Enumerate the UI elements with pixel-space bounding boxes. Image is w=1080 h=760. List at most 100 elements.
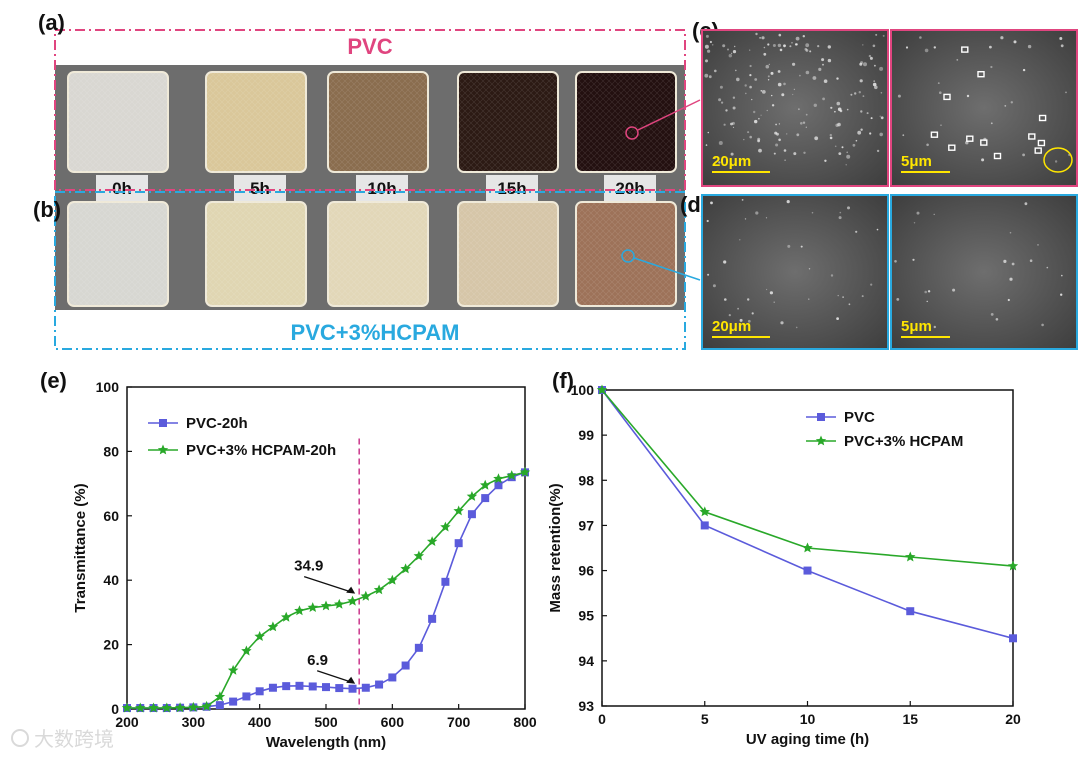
- data-point: [506, 470, 517, 480]
- pvc-sem-marker: [625, 126, 639, 140]
- x-tick-label: 400: [248, 714, 272, 730]
- data-point: [174, 702, 186, 713]
- x-tick-label: 800: [513, 714, 537, 730]
- hour-label: 5h: [250, 179, 270, 198]
- hour-label-bg: [604, 175, 656, 201]
- mass-retention-chart: (f) 0 5 10 15 20 93 94 95 96 97 98 99 100 UV aging ti…: [547, 368, 1021, 748]
- data-point: [375, 680, 384, 689]
- data-point: [322, 683, 330, 692]
- data-point: [905, 551, 916, 562]
- data-point: [241, 645, 252, 656]
- y-tick-label: 80: [103, 443, 119, 459]
- data-point: [803, 566, 812, 575]
- data-point: [308, 682, 317, 691]
- y-tick-label: 20: [103, 637, 119, 653]
- data-point: [201, 700, 212, 711]
- hcpam-sample-3: [457, 201, 559, 307]
- hcpam-frame: [54, 191, 686, 350]
- pvc-sample-row: [67, 71, 677, 173]
- sem-image-c2: 5μm: [890, 29, 1078, 187]
- y-tick-label: 100: [96, 379, 120, 395]
- hour-label: 10h: [367, 179, 396, 198]
- annotation-arrowhead: [346, 676, 356, 684]
- y-tick-label: 95: [578, 608, 594, 624]
- y-tick-label: 100: [571, 382, 595, 398]
- annotation-label: 34.9: [294, 558, 323, 575]
- series-1: [121, 466, 531, 713]
- pvc-sem-callout-line: [637, 99, 701, 131]
- transmittance-chart: (e) 200 300 400 500 600 700 800 0 20 40 60 80 100 Wav…: [40, 368, 537, 751]
- pvc-sample-0: [67, 71, 169, 173]
- annotation-arrow: [303, 576, 354, 594]
- sem-particles-d1: [706, 199, 879, 329]
- photo-panel: 0h 5h 10h 15h 20h PVC PVC+3%HCPAM (a) (b): [33, 10, 701, 350]
- data-point: [214, 691, 226, 702]
- legend-label: PVC+3% HCPAM-20h: [186, 442, 336, 459]
- legend-marker: [817, 413, 825, 421]
- x-tick-label: 600: [381, 714, 405, 730]
- legend-label: PVC: [844, 409, 875, 426]
- series-line: [127, 471, 526, 709]
- watermark-logo-icon: [11, 729, 29, 747]
- data-point: [454, 539, 463, 548]
- data-point: [307, 602, 318, 612]
- data-point: [802, 542, 813, 553]
- pvc-title-bg: [340, 33, 400, 59]
- data-point: [413, 550, 425, 561]
- hcpam-sample-4: [575, 201, 677, 307]
- series-0: [598, 386, 1017, 643]
- x-tick-label: 5: [701, 711, 709, 727]
- panel-label-f: (f): [552, 368, 574, 393]
- legend-marker: [815, 435, 827, 446]
- pvc-frame: [54, 29, 686, 191]
- hour-label-bg: [356, 175, 408, 201]
- hour-label-bg: [96, 175, 148, 201]
- y-axis-title: Mass retention(%): [547, 483, 564, 612]
- data-point: [1009, 634, 1017, 643]
- x-tick-label: 700: [447, 714, 471, 730]
- series-line: [127, 471, 526, 709]
- sem-scale-c1: 20μm: [712, 153, 751, 170]
- hcpam-sem-callout-line: [633, 257, 701, 281]
- hcpam-title-bg: [270, 315, 480, 347]
- series-0: [123, 468, 529, 713]
- data-point: [440, 521, 451, 532]
- legend-label: PVC-20h: [186, 415, 248, 432]
- data-point: [387, 574, 398, 585]
- data-point: [906, 607, 915, 616]
- data-point: [215, 701, 224, 710]
- data-point: [148, 702, 159, 713]
- data-point: [699, 506, 710, 517]
- pvc-title: PVC: [347, 34, 392, 59]
- data-point: [295, 681, 304, 690]
- data-point: [519, 466, 531, 477]
- watermark: 大数跨境: [11, 727, 114, 751]
- x-tick-label: 10: [800, 711, 816, 727]
- data-point: [426, 536, 438, 546]
- sem-image-d2: 5μm: [890, 194, 1078, 350]
- hcpam-sample-1: [205, 201, 307, 307]
- pvc-sample-2: [327, 71, 429, 173]
- legend-marker: [157, 444, 169, 455]
- data-point: [320, 600, 332, 611]
- sem-particles-c1: [704, 32, 885, 166]
- data-point: [281, 611, 292, 622]
- sem-image-c1: 20μm: [701, 29, 889, 187]
- data-point: [255, 687, 264, 696]
- data-point: [267, 621, 279, 632]
- hcpam-sem-marker: [621, 249, 635, 263]
- hcpam-sample-row: [67, 201, 677, 307]
- data-point: [493, 473, 504, 484]
- data-point: [428, 614, 437, 623]
- panel-label-a: (a): [38, 10, 65, 35]
- data-point: [348, 684, 357, 693]
- data-point: [1007, 560, 1019, 571]
- data-point: [361, 683, 370, 692]
- x-tick-label: 15: [902, 711, 918, 727]
- annotation-arrow: [316, 670, 354, 684]
- data-point: [229, 697, 238, 706]
- data-point: [334, 598, 345, 609]
- data-point: [294, 605, 305, 616]
- y-tick-label: 98: [578, 472, 594, 488]
